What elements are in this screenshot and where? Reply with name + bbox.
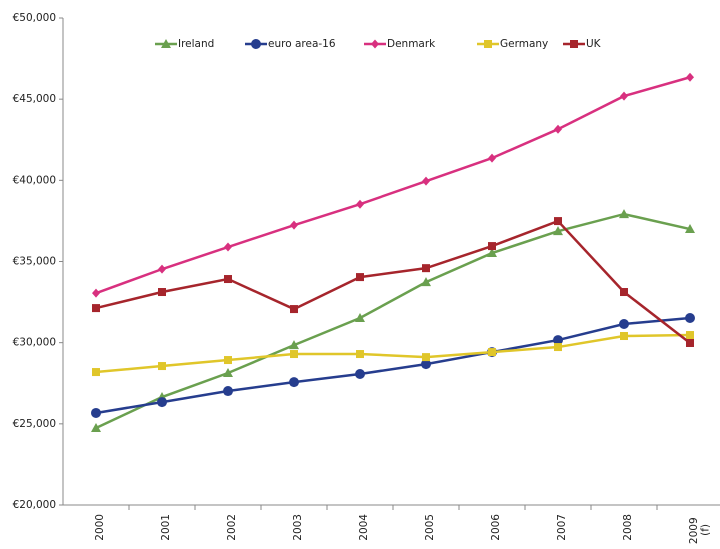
marker (356, 199, 364, 209)
x-tick-label: 2005 (424, 514, 436, 541)
legend-label: Germany (500, 38, 548, 50)
x-tick-label: 2007 (556, 514, 568, 541)
marker (553, 226, 563, 236)
marker (290, 220, 298, 230)
x-tick-label: 2004 (358, 514, 370, 541)
legend-marker (570, 40, 578, 48)
legend-label: euro area-16 (268, 38, 336, 50)
marker (355, 312, 365, 322)
marker (91, 423, 101, 433)
marker (421, 359, 431, 370)
marker (554, 343, 562, 352)
marker (488, 153, 496, 163)
x-tick-label: 2009 (f) (688, 514, 712, 544)
x-tick-label: 2006 (490, 514, 502, 541)
marker (355, 368, 365, 379)
series-line (95, 333, 691, 374)
marker (92, 304, 100, 313)
marker (620, 91, 628, 101)
marker (422, 264, 430, 273)
marker (553, 335, 563, 346)
legend-label: Denmark (387, 38, 436, 50)
x-tick-label: 2003 (292, 514, 304, 541)
marker (619, 318, 629, 329)
marker (620, 288, 628, 297)
series (92, 72, 694, 298)
x-tick-label: 2008 (622, 514, 634, 541)
y-tick-label: €35,000 (13, 256, 56, 268)
series (92, 217, 694, 347)
x-tick-label: 2001 (160, 514, 172, 541)
marker (92, 368, 100, 377)
marker (422, 176, 430, 186)
marker (223, 386, 233, 397)
marker (488, 348, 496, 357)
y-tick-label: €30,000 (13, 337, 56, 349)
legend-label: UK (586, 38, 602, 50)
series (92, 331, 694, 377)
legend-marker (161, 39, 171, 48)
series (91, 209, 695, 433)
marker (92, 288, 100, 298)
marker (554, 124, 562, 134)
y-tick-label: €20,000 (13, 499, 56, 511)
marker (686, 338, 694, 347)
marker (158, 362, 166, 371)
series-line (95, 212, 691, 430)
marker (289, 340, 299, 350)
x-tick-label: 2000 (94, 514, 106, 541)
x-tick-label: 2002 (226, 514, 238, 541)
series-line (95, 219, 691, 344)
marker (224, 275, 232, 284)
marker (289, 377, 299, 388)
y-tick-label: €50,000 (13, 12, 56, 24)
marker (356, 273, 364, 282)
series-line (95, 76, 691, 295)
marker (223, 368, 233, 378)
marker (620, 332, 628, 341)
marker (554, 217, 562, 226)
marker (356, 350, 364, 359)
series-line (95, 316, 691, 415)
marker (158, 288, 166, 297)
legend-marker (371, 39, 379, 49)
marker (686, 331, 694, 340)
marker (91, 407, 101, 418)
marker (224, 242, 232, 252)
y-tick-label: €45,000 (13, 93, 56, 105)
marker (487, 248, 497, 258)
legend-marker (251, 39, 261, 49)
legend-label: Ireland (178, 38, 214, 50)
legend-marker (484, 40, 492, 48)
marker (422, 353, 430, 362)
marker (488, 242, 496, 251)
marker (158, 264, 166, 274)
marker (290, 350, 298, 359)
marker (224, 356, 232, 365)
marker (685, 312, 695, 323)
marker (421, 277, 431, 287)
marker (686, 72, 694, 82)
marker (619, 209, 629, 219)
marker (157, 397, 167, 408)
y-tick-label: €25,000 (13, 418, 56, 430)
marker (685, 224, 695, 234)
y-tick-label: €40,000 (13, 174, 56, 186)
marker (290, 305, 298, 314)
